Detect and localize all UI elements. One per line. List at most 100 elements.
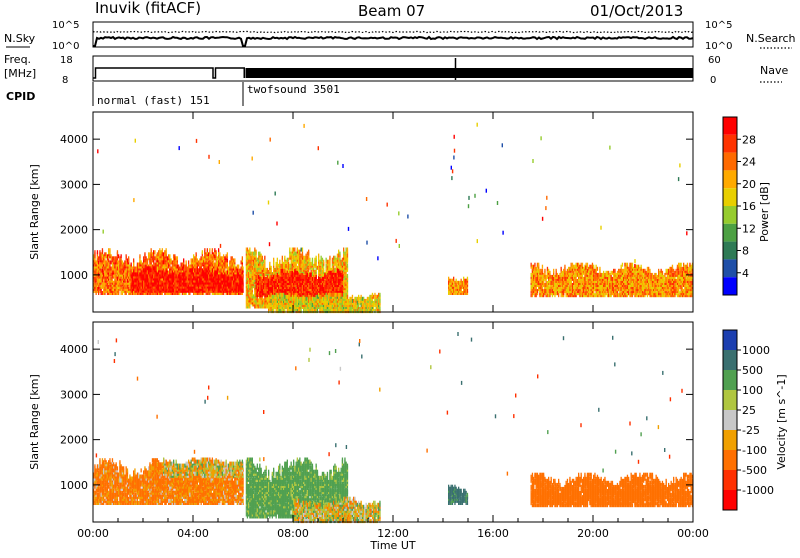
data-cell: [114, 256, 115, 260]
data-cell: [286, 273, 287, 277]
data-cell: [118, 265, 119, 269]
data-cell: [257, 262, 258, 266]
data-cell: [228, 267, 229, 271]
data-cell: [297, 271, 298, 275]
data-cell: [218, 274, 219, 278]
data-cell: [94, 250, 95, 254]
data-cell: [302, 252, 303, 256]
data-cell: [254, 284, 255, 288]
data-cell: [306, 271, 307, 275]
data-cell: [203, 256, 204, 260]
data-cell: [214, 263, 215, 267]
data-cell: [278, 264, 279, 268]
data-cell: [124, 265, 125, 269]
data-cell: [146, 265, 147, 269]
data-cell: [269, 262, 270, 266]
data-cell: [202, 256, 203, 260]
data-cell: [122, 260, 123, 264]
data-cell: [208, 266, 209, 270]
data-cell: [326, 264, 327, 268]
data-cell: [231, 277, 232, 281]
data-cell: [299, 250, 300, 254]
data-cell: [152, 266, 153, 270]
data-cell: [186, 272, 187, 276]
data-cell: [276, 275, 277, 279]
data-cell: [313, 264, 314, 268]
data-cell: [212, 268, 213, 272]
data-cell: [158, 250, 159, 254]
data-cell: [242, 256, 243, 260]
data-cell: [108, 258, 109, 262]
data-cell: [293, 273, 294, 277]
nave-tick-top: 60: [708, 55, 721, 66]
data-cell: [247, 248, 248, 252]
beam-title: Beam 07: [358, 2, 425, 20]
data-cell: [179, 281, 180, 285]
data-cell: [114, 279, 115, 283]
data-cell: [136, 267, 137, 271]
data-cell: [154, 256, 155, 260]
data-cell: [291, 271, 292, 275]
data-cell: [342, 258, 343, 262]
data-cell: [236, 267, 237, 271]
data-cell: [138, 263, 139, 267]
data-cell: [208, 256, 209, 260]
data-cell: [202, 250, 203, 254]
data-cell: [227, 252, 228, 256]
data-cell: [257, 258, 258, 262]
data-cell: [278, 275, 279, 279]
data-cell: [154, 274, 155, 278]
data-cell: [157, 267, 158, 271]
data-cell: [149, 266, 150, 270]
data-cell: [336, 258, 337, 262]
data-cell: [124, 271, 125, 275]
data-cell: [279, 260, 280, 264]
data-cell: [103, 273, 104, 277]
data-cell: [98, 256, 99, 260]
data-cell: [142, 281, 143, 285]
data-cell: [216, 250, 217, 254]
data-cell: [102, 291, 103, 295]
data-cell: [267, 279, 268, 283]
data-cell: [238, 269, 239, 273]
data-cell: [287, 271, 288, 275]
data-cell: [281, 289, 282, 293]
data-cell: [347, 264, 348, 268]
data-cell: [112, 279, 113, 283]
data-cell: [157, 272, 158, 276]
data-cell: [132, 289, 133, 293]
data-cell: [166, 248, 167, 252]
data-cell: [248, 250, 249, 254]
data-cell: [338, 250, 339, 254]
data-cell: [201, 256, 202, 260]
data-cell: [211, 254, 212, 258]
data-cell: [163, 252, 164, 256]
data-cell: [109, 248, 110, 252]
data-cell: [101, 269, 102, 273]
data-cell: [334, 268, 335, 272]
data-cell: [116, 256, 117, 260]
data-cell: [151, 272, 152, 276]
data-cell: [284, 262, 285, 266]
data-cell: [311, 289, 312, 293]
data-cell: [168, 254, 169, 258]
data-cell: [144, 258, 145, 262]
data-cell: [206, 260, 207, 264]
data-cell: [239, 283, 240, 287]
data-cell: [156, 254, 157, 258]
data-cell: [227, 270, 228, 274]
data-cell: [132, 283, 133, 287]
data-cell: [237, 272, 238, 276]
data-cell: [326, 258, 327, 262]
data-cell: [203, 287, 204, 291]
data-cell: [183, 279, 184, 283]
data-cell: [219, 267, 220, 271]
data-cell: [274, 268, 275, 272]
data-cell: [232, 256, 233, 260]
data-cell: [253, 256, 254, 260]
data-cell: [317, 266, 318, 270]
data-cell: [106, 252, 107, 256]
data-cell: [171, 267, 172, 271]
data-cell: [131, 269, 132, 273]
data-cell: [113, 265, 114, 269]
